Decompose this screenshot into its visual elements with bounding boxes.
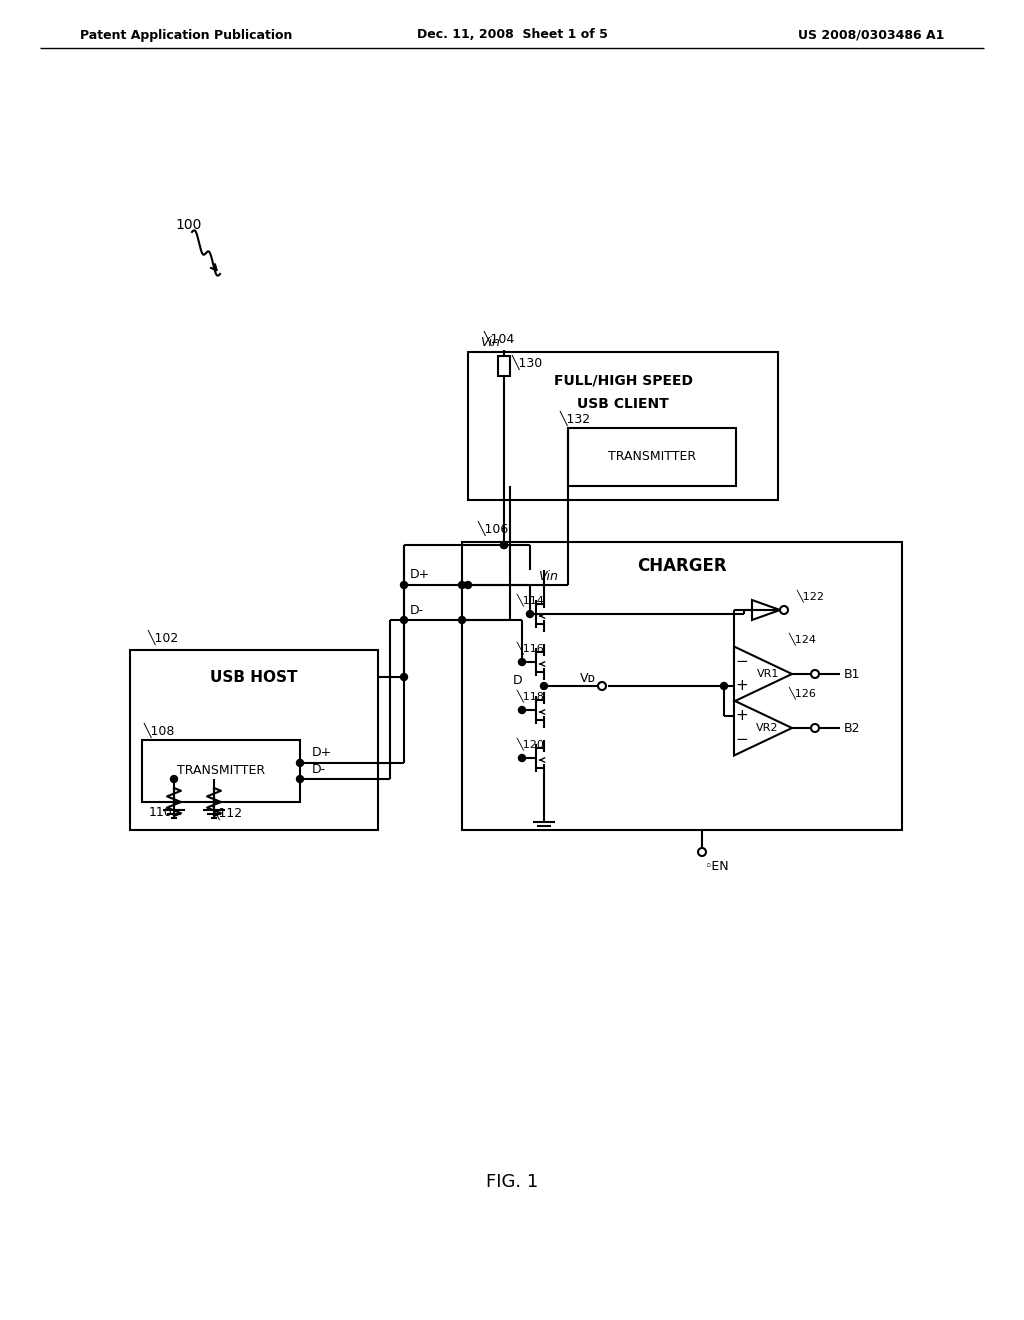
Text: VR2: VR2 [757, 723, 779, 733]
Bar [142, 741, 300, 803]
Circle shape [598, 682, 606, 690]
Circle shape [811, 723, 819, 733]
Circle shape [518, 755, 525, 762]
Text: Vᴅ: Vᴅ [580, 672, 596, 685]
Circle shape [400, 616, 408, 623]
Text: USB CLIENT: USB CLIENT [578, 397, 669, 411]
Text: ╲122: ╲122 [796, 590, 824, 602]
Text: B2: B2 [844, 722, 860, 734]
Text: FULL/HIGH SPEED: FULL/HIGH SPEED [554, 374, 692, 387]
Text: ╲114: ╲114 [516, 594, 544, 606]
Text: ╲112: ╲112 [212, 804, 243, 820]
Circle shape [400, 673, 408, 681]
Text: ╲108: ╲108 [144, 722, 175, 738]
Text: USB HOST: USB HOST [210, 671, 298, 685]
Text: +: + [735, 709, 749, 723]
Text: ╲132: ╲132 [560, 411, 591, 425]
Text: Dec. 11, 2008  Sheet 1 of 5: Dec. 11, 2008 Sheet 1 of 5 [417, 29, 607, 41]
Text: Vin: Vin [480, 335, 500, 348]
Circle shape [459, 616, 466, 623]
Circle shape [297, 759, 303, 767]
Text: TRANSMITTER: TRANSMITTER [608, 450, 696, 463]
Circle shape [780, 606, 788, 614]
Circle shape [518, 659, 525, 665]
Text: D: D [512, 673, 522, 686]
Text: Vin: Vin [538, 569, 558, 582]
Circle shape [541, 682, 548, 689]
Text: D+: D+ [312, 746, 332, 759]
Circle shape [400, 582, 408, 589]
Text: FIG. 1: FIG. 1 [485, 1173, 539, 1191]
Text: ╲106: ╲106 [478, 520, 509, 536]
Circle shape [501, 541, 508, 549]
Text: +: + [735, 678, 749, 693]
Text: D-: D- [410, 603, 424, 616]
Text: US 2008/0303486 A1: US 2008/0303486 A1 [798, 29, 944, 41]
Text: ╲126: ╲126 [788, 686, 816, 698]
Text: CHARGER: CHARGER [637, 557, 727, 576]
Text: ╲130: ╲130 [512, 354, 544, 370]
Text: D-: D- [312, 763, 326, 776]
Circle shape [459, 582, 466, 589]
Text: Patent Application Publication: Patent Application Publication [80, 29, 293, 41]
Bar [130, 649, 378, 830]
Text: ╲118: ╲118 [516, 689, 544, 702]
Bar [568, 428, 736, 486]
Circle shape [501, 541, 508, 549]
Text: 110: 110 [148, 805, 172, 818]
Text: D+: D+ [410, 569, 430, 582]
Circle shape [171, 776, 177, 783]
Text: −: − [735, 733, 749, 747]
Text: ╲116: ╲116 [516, 642, 544, 655]
Circle shape [811, 671, 819, 678]
Text: ╲120: ╲120 [516, 738, 544, 751]
Text: TRANSMITTER: TRANSMITTER [177, 764, 265, 777]
Text: ╲124: ╲124 [788, 632, 816, 645]
Circle shape [698, 847, 706, 855]
Bar [462, 543, 902, 830]
Circle shape [721, 682, 727, 689]
Text: ╲102: ╲102 [148, 630, 179, 644]
Circle shape [518, 706, 525, 714]
Text: ◦EN: ◦EN [705, 859, 729, 873]
Circle shape [465, 582, 471, 589]
Text: 100: 100 [175, 218, 202, 232]
Circle shape [526, 610, 534, 618]
Text: VR1: VR1 [757, 669, 779, 678]
Bar [498, 356, 510, 376]
Text: −: − [735, 655, 749, 669]
Circle shape [297, 776, 303, 783]
Text: ╲104: ╲104 [484, 330, 515, 346]
Bar [468, 352, 778, 500]
Text: B1: B1 [844, 668, 860, 681]
